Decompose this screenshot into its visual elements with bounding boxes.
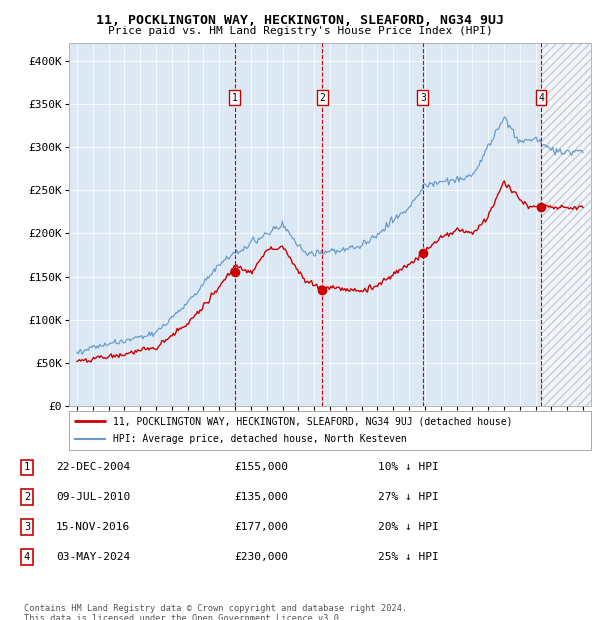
Text: HPI: Average price, detached house, North Kesteven: HPI: Average price, detached house, Nort… <box>113 434 407 444</box>
Text: 10% ↓ HPI: 10% ↓ HPI <box>378 463 439 472</box>
Text: 3: 3 <box>24 522 30 532</box>
Text: Price paid vs. HM Land Registry's House Price Index (HPI): Price paid vs. HM Land Registry's House … <box>107 26 493 36</box>
Text: 2: 2 <box>24 492 30 502</box>
Text: 1: 1 <box>24 463 30 472</box>
Bar <box>541 43 591 406</box>
Text: 25% ↓ HPI: 25% ↓ HPI <box>378 552 439 562</box>
Text: £177,000: £177,000 <box>234 522 288 532</box>
Text: 2: 2 <box>319 93 325 103</box>
Text: 20% ↓ HPI: 20% ↓ HPI <box>378 522 439 532</box>
Text: 4: 4 <box>24 552 30 562</box>
Text: 3: 3 <box>420 93 426 103</box>
Text: 03-MAY-2024: 03-MAY-2024 <box>56 552 130 562</box>
Text: This data is licensed under the Open Government Licence v3.0.: This data is licensed under the Open Gov… <box>24 614 344 620</box>
Text: 27% ↓ HPI: 27% ↓ HPI <box>378 492 439 502</box>
Text: 4: 4 <box>538 93 544 103</box>
Text: 11, POCKLINGTON WAY, HECKINGTON, SLEAFORD, NG34 9UJ: 11, POCKLINGTON WAY, HECKINGTON, SLEAFOR… <box>96 14 504 27</box>
Text: £230,000: £230,000 <box>234 552 288 562</box>
Text: 15-NOV-2016: 15-NOV-2016 <box>56 522 130 532</box>
Text: 1: 1 <box>232 93 238 103</box>
Text: £155,000: £155,000 <box>234 463 288 472</box>
Text: 11, POCKLINGTON WAY, HECKINGTON, SLEAFORD, NG34 9UJ (detached house): 11, POCKLINGTON WAY, HECKINGTON, SLEAFOR… <box>113 417 513 427</box>
Text: 09-JUL-2010: 09-JUL-2010 <box>56 492 130 502</box>
Text: 22-DEC-2004: 22-DEC-2004 <box>56 463 130 472</box>
Text: £135,000: £135,000 <box>234 492 288 502</box>
Text: Contains HM Land Registry data © Crown copyright and database right 2024.: Contains HM Land Registry data © Crown c… <box>24 604 407 613</box>
